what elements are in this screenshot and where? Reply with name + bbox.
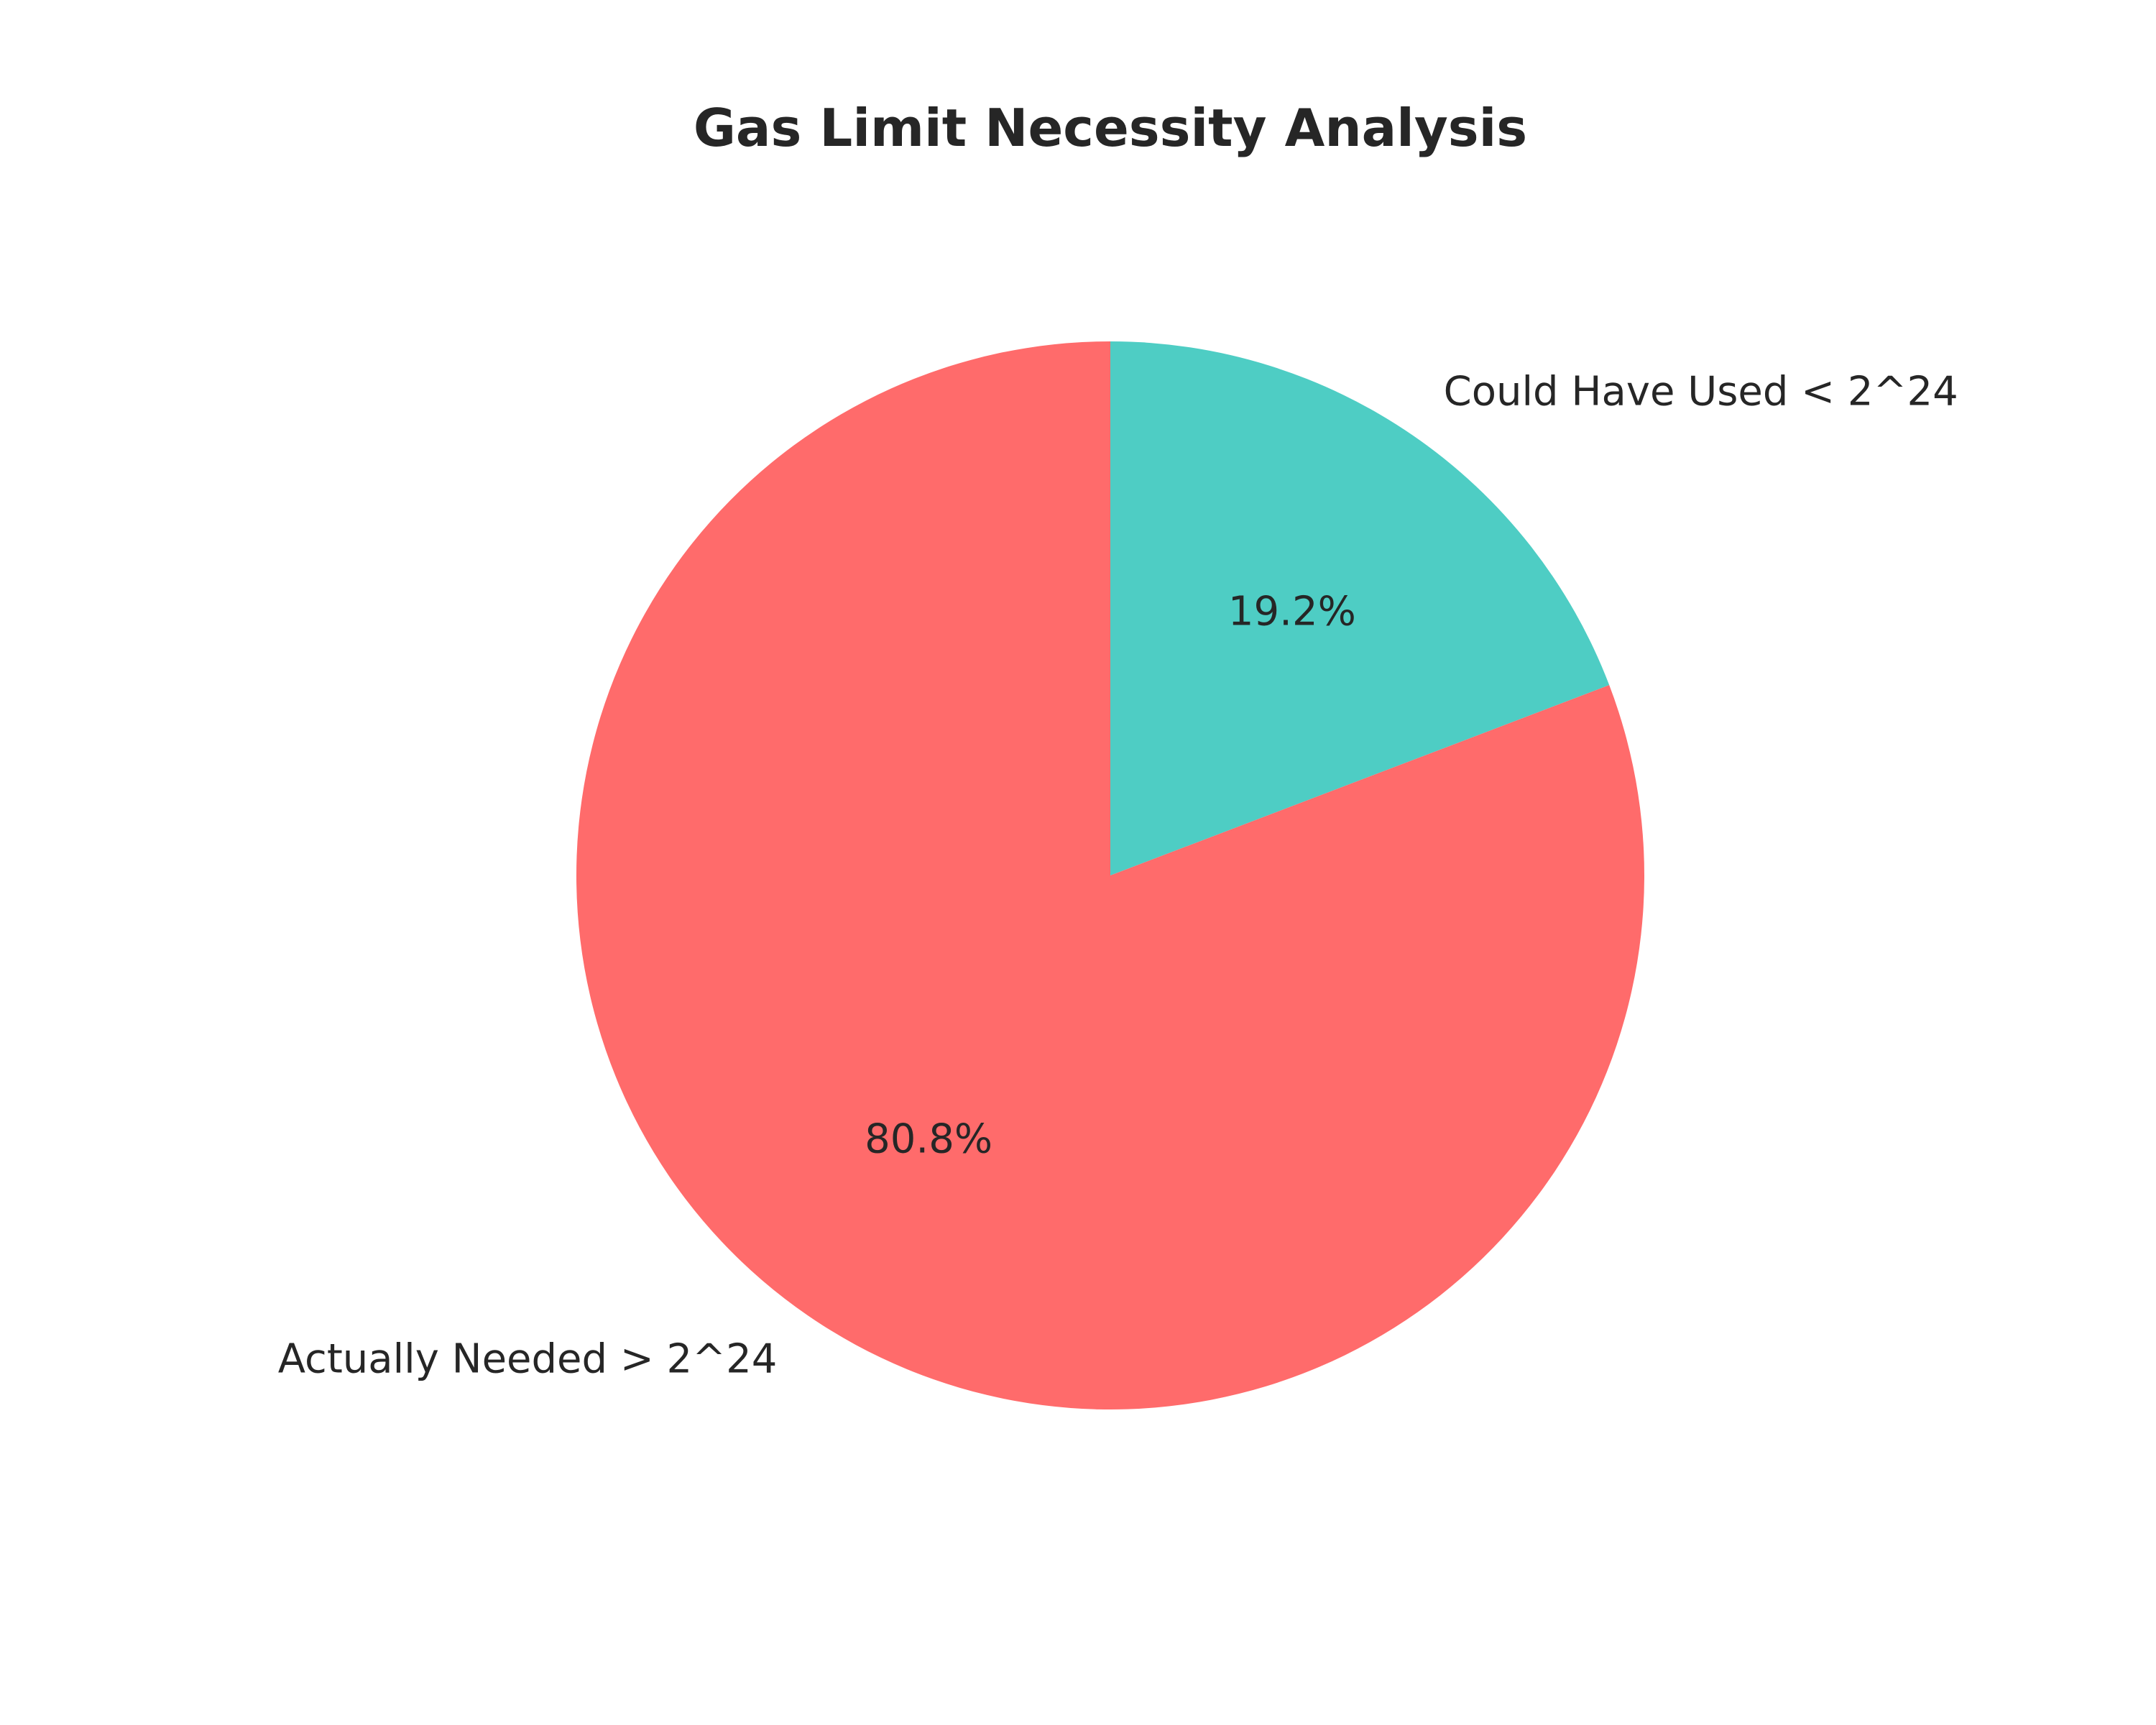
chart-title: Gas Limit Necessity Analysis bbox=[694, 98, 1527, 158]
pct-label-actually-needed-2-24: 80.8% bbox=[865, 1116, 992, 1163]
slice-label-could-have-used-2-24: Could Have Used < 2^24 bbox=[1444, 368, 1958, 415]
pie-labels: 19.2% Could Have Used < 2^24 80.8% Actually… bbox=[278, 368, 1958, 1382]
pct-label-could-have-used-2-24: 19.2% bbox=[1228, 588, 1356, 635]
pie-slice-could-have-used-2-24 bbox=[1110, 341, 1610, 875]
pie-slices bbox=[576, 341, 1644, 1409]
slice-label-actually-needed-2-24: Actually Needed > 2^24 bbox=[278, 1336, 778, 1383]
pie-slice-actually-needed-2-24 bbox=[576, 341, 1644, 1409]
